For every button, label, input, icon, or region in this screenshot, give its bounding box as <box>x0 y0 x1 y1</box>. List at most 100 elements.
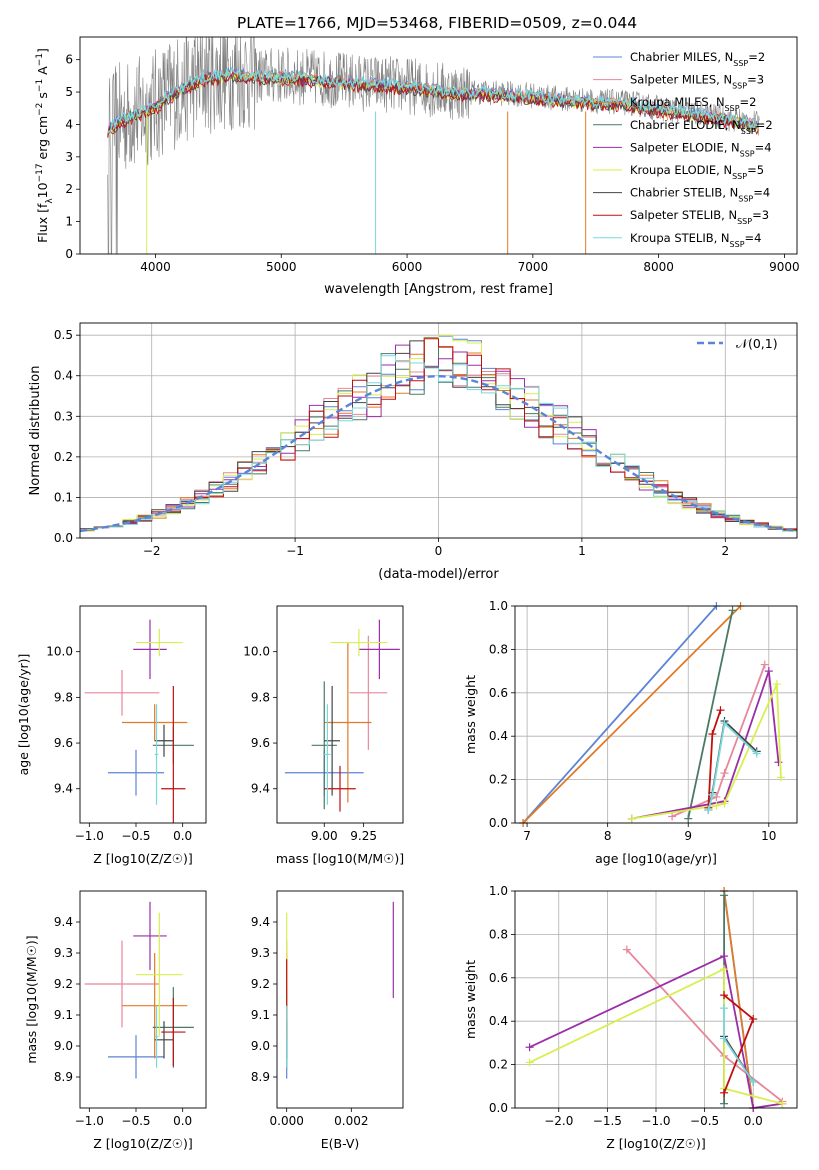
figure-title: PLATE=1766, MJD=53468, FIBERID=0509, z=0… <box>237 14 637 32</box>
y-tick-label: 10.0 <box>243 645 270 659</box>
weight-line <box>723 891 755 1108</box>
x-axis-label: E(B-V) <box>321 1136 360 1151</box>
normal-curve <box>80 374 797 533</box>
y-tick-label: 4 <box>65 117 73 131</box>
y-tick-label: 9.6 <box>251 736 270 750</box>
y-tick-label: 8.9 <box>251 1070 270 1084</box>
y-tick-label: 0.3 <box>54 409 73 423</box>
x-tick-label: 0.0 <box>173 829 192 843</box>
x-tick-label: −0.5 <box>690 1114 719 1128</box>
x-tick-label: 7000 <box>518 260 549 274</box>
x-tick-label: −1.5 <box>593 1114 622 1128</box>
legend-label: Salpeter ELODIE, NSSP=4 <box>630 140 772 158</box>
y-tick-label: 1.0 <box>489 599 508 613</box>
legend-label: Chabrier MILES, NSSP=2 <box>630 50 765 68</box>
y-tick-label: 0.1 <box>54 490 73 504</box>
y-tick-label: 3 <box>65 150 73 164</box>
axes-frame <box>79 890 207 1109</box>
weight-line <box>671 664 766 818</box>
x-axis-label: age [log10(age/yr)] <box>595 851 717 866</box>
x-axis-label: wavelength [Angstrom, rest frame] <box>324 282 553 297</box>
y-tick-label: 9.0 <box>54 1039 73 1053</box>
y-tick-label: 0.8 <box>489 642 508 656</box>
y-tick-label: 0.6 <box>489 686 508 700</box>
y-axis-label: Normed distribution <box>28 366 43 496</box>
y-tick-label: 9.3 <box>251 946 270 960</box>
y-axis-label: Flux [fλ10−17 erg cm−2 s−1 A−1] <box>35 48 55 243</box>
x-axis-label: Z [log10(Z/Z☉)] <box>93 851 193 866</box>
x-tick-label: 5000 <box>266 260 297 274</box>
legend-label: Kroupa STELIB, NSSP=4 <box>630 231 761 249</box>
y-tick-label: 9.2 <box>54 977 73 991</box>
y-tick-label: 1 <box>65 215 73 229</box>
weight_vs_Z-panel: −2.0 −1.5 −1.0 −0.5 0.0 0.0 0.2 0.4 0.6 0.8 1.0 Z [… <box>463 884 798 1151</box>
spectrum-model-line <box>107 72 759 138</box>
x-tick-label: −1.0 <box>75 829 104 843</box>
y-tick-label: 0.0 <box>489 816 508 830</box>
residual-histogram <box>80 334 797 534</box>
x-tick-label: 7 <box>523 829 531 843</box>
x-tick-label: 0.0 <box>173 1114 192 1128</box>
y-tick-label: 9.0 <box>251 1039 270 1053</box>
legend-label: Kroupa ELODIE, NSSP=5 <box>630 163 764 181</box>
x-tick-label: 9000 <box>769 260 800 274</box>
x-tick-label: 10 <box>761 829 776 843</box>
y-tick-label: 0.4 <box>489 729 508 743</box>
y-tick-label: 0.8 <box>489 927 508 941</box>
y-tick-label: 0.6 <box>489 971 508 985</box>
weight_vs_age-panel: 7 8 9 10 0.0 0.2 0.4 0.6 0.8 1.0 age [log10(age/yr… <box>463 599 798 866</box>
y-axis-label: mass weight <box>463 675 478 754</box>
y-tick-label: 0.0 <box>489 1101 508 1115</box>
x-tick-label: 8 <box>604 829 612 843</box>
mass_vs_ebv-panel: 0.000 0.002 8.9 9.0 9.1 9.2 9.3 9.4 E(B-V) <box>251 890 404 1151</box>
weight-line <box>631 670 780 820</box>
legend-label: 𝒩(0,1) <box>736 336 778 351</box>
x-tick-label: −0.5 <box>121 829 150 843</box>
y-tick-label: 9.6 <box>54 736 73 750</box>
weight-line <box>522 606 742 823</box>
weight-line <box>529 954 783 1108</box>
residuals-panel: −2 −1 0 1 2 0.0 0.1 0.2 0.3 0.4 0.5 𝒩(0,1) (data-mod… <box>28 322 798 582</box>
y-tick-label: 9.2 <box>251 977 270 991</box>
x-axis-label: (data-model)/error <box>378 567 499 582</box>
y-tick-label: 0.5 <box>54 328 73 342</box>
legend-label: Salpeter STELIB, NSSP=3 <box>630 208 769 226</box>
x-tick-label: 0.002 <box>334 1114 368 1128</box>
weight-line <box>687 610 734 819</box>
y-tick-label: 0.2 <box>54 450 73 464</box>
age_vs_mass-panel: 9.00 9.25 9.4 9.6 9.8 10.0 mass [log10(M/M☉)] <box>243 605 404 866</box>
legend-label: Chabrier ELODIE, NSSP=2 <box>630 118 773 136</box>
axes-frame <box>79 322 798 539</box>
x-tick-label: 9.00 <box>311 829 338 843</box>
x-tick-label: 9.25 <box>350 829 377 843</box>
y-tick-label: 9.4 <box>54 782 73 796</box>
spectrum-model-line <box>107 67 759 134</box>
y-tick-label: 9.8 <box>251 690 270 704</box>
y-tick-label: 0.2 <box>489 773 508 787</box>
axes-frame <box>79 605 207 824</box>
legend-label: Kroupa MILES, NSSP=2 <box>630 95 756 113</box>
y-tick-label: 1.0 <box>489 884 508 898</box>
y-axis-label: mass [log10(M/M☉)] <box>24 935 39 1063</box>
y-tick-label: 9.4 <box>54 915 73 929</box>
x-tick-label: 6000 <box>392 260 423 274</box>
x-tick-label: −1 <box>286 544 304 558</box>
y-tick-label: 9.4 <box>251 782 270 796</box>
x-tick-label: −1.0 <box>75 1114 104 1128</box>
x-tick-label: 1 <box>578 544 586 558</box>
x-tick-label: 0.0 <box>744 1114 763 1128</box>
x-axis-label: Z [log10(Z/Z☉)] <box>606 1136 706 1151</box>
x-tick-label: 0 <box>435 544 443 558</box>
y-tick-label: 5 <box>65 85 73 99</box>
y-tick-label: 9.1 <box>54 1008 73 1022</box>
legend-label: Salpeter MILES, NSSP=3 <box>630 73 764 91</box>
y-tick-label: 0 <box>65 247 73 261</box>
x-axis-label: Z [log10(Z/Z☉)] <box>93 1136 193 1151</box>
axes-frame <box>514 605 798 824</box>
y-tick-label: 0.2 <box>489 1058 508 1072</box>
x-tick-label: 2 <box>721 544 729 558</box>
x-tick-label: 9 <box>684 829 692 843</box>
weight-line <box>707 721 758 811</box>
y-tick-label: 9.1 <box>251 1008 270 1022</box>
spectrum-panel: 4000 5000 6000 7000 8000 9000 0 1 2 3 4 5 6 wavelengt… <box>35 36 800 297</box>
